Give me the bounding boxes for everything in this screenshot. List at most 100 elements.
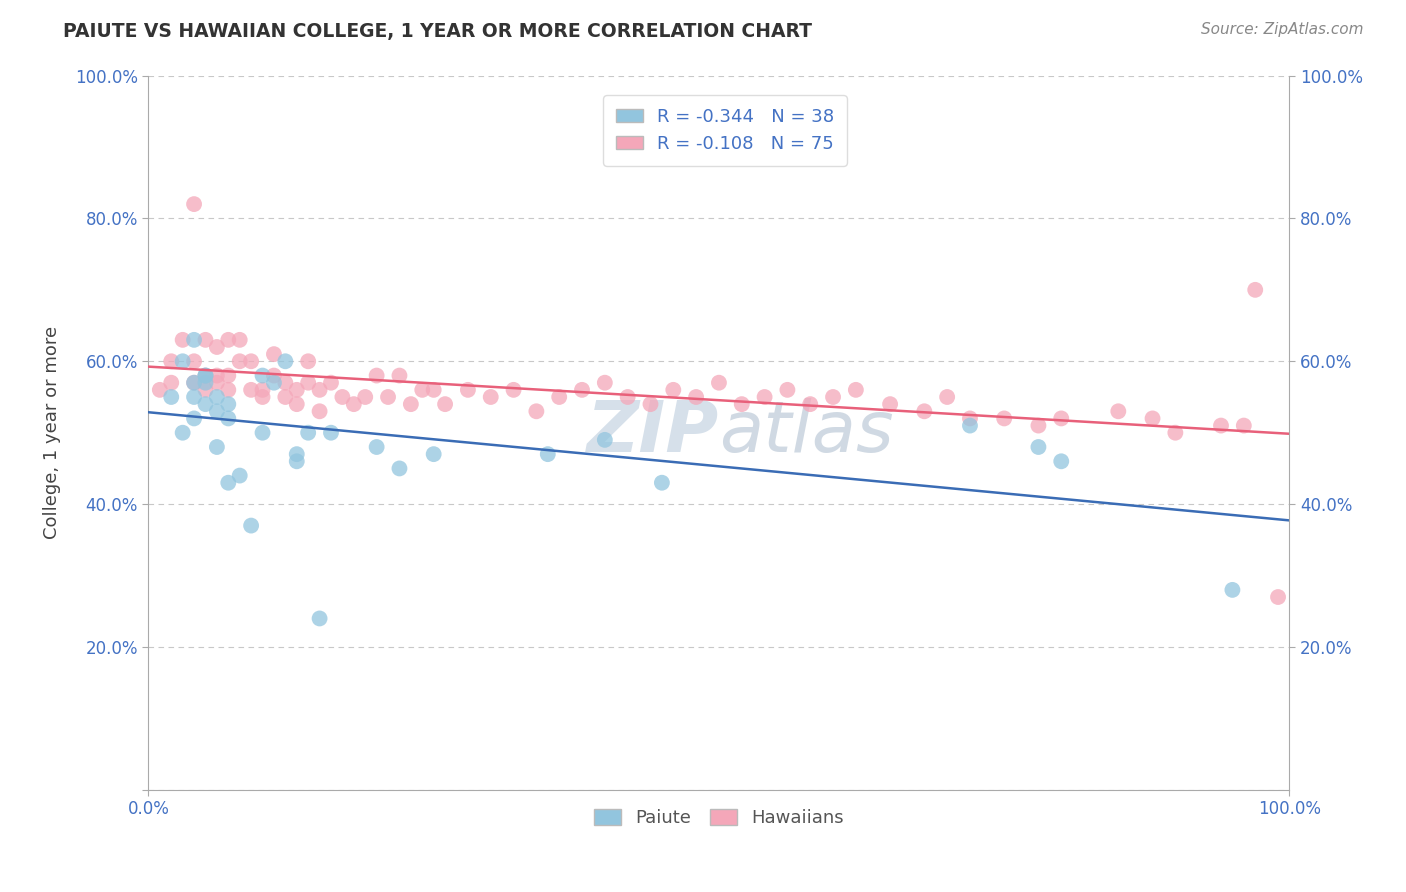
Point: [217, 475, 239, 490]
Point: [205, 376, 228, 390]
Point: [502, 383, 524, 397]
Point: [524, 404, 547, 418]
Point: [263, 376, 285, 390]
Point: [194, 397, 217, 411]
Point: [240, 518, 263, 533]
Point: [297, 354, 319, 368]
Point: [821, 390, 844, 404]
Point: [651, 475, 673, 490]
Point: [172, 425, 194, 440]
Point: [183, 333, 205, 347]
Point: [366, 440, 388, 454]
Point: [1107, 404, 1129, 418]
Point: [297, 376, 319, 390]
Point: [308, 383, 330, 397]
Point: [593, 433, 616, 447]
Point: [160, 390, 183, 404]
Point: [434, 397, 457, 411]
Point: [274, 354, 297, 368]
Point: [640, 397, 662, 411]
Point: [731, 397, 754, 411]
Point: [297, 425, 319, 440]
Point: [172, 354, 194, 368]
Point: [172, 333, 194, 347]
Point: [685, 390, 707, 404]
Point: [183, 390, 205, 404]
Point: [205, 390, 228, 404]
Point: [252, 390, 274, 404]
Point: [799, 397, 821, 411]
Point: [388, 368, 411, 383]
Point: [263, 347, 285, 361]
Point: [194, 376, 217, 390]
Point: [366, 368, 388, 383]
Point: [1244, 283, 1267, 297]
Point: [308, 404, 330, 418]
Point: [1050, 411, 1073, 425]
Point: [845, 383, 868, 397]
Point: [205, 368, 228, 383]
Point: [411, 383, 433, 397]
Point: [993, 411, 1015, 425]
Point: [548, 390, 571, 404]
Point: [228, 354, 250, 368]
Point: [912, 404, 935, 418]
Point: [205, 404, 228, 418]
Point: [285, 397, 308, 411]
Point: [252, 368, 274, 383]
Point: [194, 368, 217, 383]
Text: Source: ZipAtlas.com: Source: ZipAtlas.com: [1201, 22, 1364, 37]
Point: [205, 340, 228, 354]
Point: [399, 397, 422, 411]
Point: [194, 368, 217, 383]
Point: [1209, 418, 1232, 433]
Point: [274, 390, 297, 404]
Point: [240, 354, 263, 368]
Point: [205, 440, 228, 454]
Text: PAIUTE VS HAWAIIAN COLLEGE, 1 YEAR OR MORE CORRELATION CHART: PAIUTE VS HAWAIIAN COLLEGE, 1 YEAR OR MO…: [63, 22, 813, 41]
Point: [149, 383, 172, 397]
Point: [194, 368, 217, 383]
Point: [217, 383, 239, 397]
Point: [479, 390, 502, 404]
Point: [1028, 418, 1050, 433]
Point: [1222, 582, 1244, 597]
Point: [1267, 590, 1289, 604]
Point: [1233, 418, 1256, 433]
Point: [959, 418, 981, 433]
Point: [319, 425, 342, 440]
Point: [160, 376, 183, 390]
Point: [183, 376, 205, 390]
Point: [160, 354, 183, 368]
Point: [1028, 440, 1050, 454]
Legend: Paiute, Hawaiians: Paiute, Hawaiians: [586, 802, 851, 835]
Point: [593, 376, 616, 390]
Point: [183, 411, 205, 425]
Point: [263, 368, 285, 383]
Point: [388, 461, 411, 475]
Point: [707, 376, 730, 390]
Point: [252, 425, 274, 440]
Point: [194, 383, 217, 397]
Point: [571, 383, 593, 397]
Point: [457, 383, 479, 397]
Point: [274, 376, 297, 390]
Point: [285, 383, 308, 397]
Point: [252, 383, 274, 397]
Point: [194, 333, 217, 347]
Point: [319, 376, 342, 390]
Point: [332, 390, 354, 404]
Point: [343, 397, 366, 411]
Y-axis label: College, 1 year or more: College, 1 year or more: [44, 326, 60, 540]
Point: [285, 447, 308, 461]
Point: [879, 397, 901, 411]
Point: [936, 390, 959, 404]
Point: [217, 368, 239, 383]
Point: [285, 454, 308, 468]
Point: [217, 397, 239, 411]
Point: [537, 447, 560, 461]
Point: [228, 333, 250, 347]
Point: [662, 383, 685, 397]
Point: [1142, 411, 1164, 425]
Point: [422, 447, 444, 461]
